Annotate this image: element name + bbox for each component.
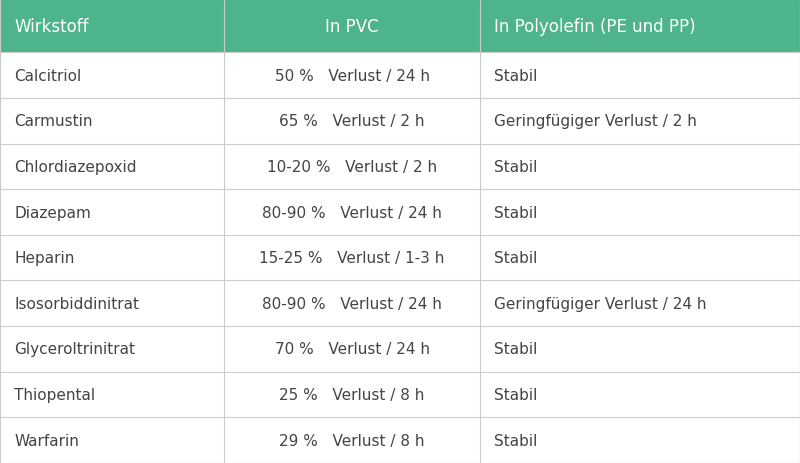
- Text: Stabil: Stabil: [494, 387, 538, 402]
- Text: Chlordiazepoxid: Chlordiazepoxid: [14, 160, 137, 175]
- Text: Geringfügiger Verlust / 24 h: Geringfügiger Verlust / 24 h: [494, 296, 707, 311]
- Bar: [480, 0, 800, 53]
- Bar: [0, 281, 224, 326]
- Bar: [224, 190, 480, 235]
- Bar: [0, 190, 224, 235]
- Text: Glyceroltrinitrat: Glyceroltrinitrat: [14, 342, 135, 357]
- Bar: [0, 418, 224, 463]
- Text: 50 %   Verlust / 24 h: 50 % Verlust / 24 h: [274, 69, 430, 83]
- Text: Stabil: Stabil: [494, 205, 538, 220]
- Text: 70 %   Verlust / 24 h: 70 % Verlust / 24 h: [274, 342, 430, 357]
- Text: Carmustin: Carmustin: [14, 114, 93, 129]
- Text: Stabil: Stabil: [494, 69, 538, 83]
- Text: In Polyolefin (PE und PP): In Polyolefin (PE und PP): [494, 18, 696, 36]
- Text: 80-90 %   Verlust / 24 h: 80-90 % Verlust / 24 h: [262, 296, 442, 311]
- Bar: [480, 190, 800, 235]
- Text: 29 %   Verlust / 8 h: 29 % Verlust / 8 h: [279, 433, 425, 448]
- Bar: [480, 418, 800, 463]
- Text: 10-20 %   Verlust / 2 h: 10-20 % Verlust / 2 h: [267, 160, 437, 175]
- Text: Warfarin: Warfarin: [14, 433, 79, 448]
- Bar: [0, 326, 224, 372]
- Text: 80-90 %   Verlust / 24 h: 80-90 % Verlust / 24 h: [262, 205, 442, 220]
- Text: Heparin: Heparin: [14, 250, 74, 266]
- Bar: [224, 144, 480, 190]
- Text: Isosorbiddinitrat: Isosorbiddinitrat: [14, 296, 139, 311]
- Bar: [224, 372, 480, 418]
- Bar: [224, 281, 480, 326]
- Bar: [480, 372, 800, 418]
- Bar: [0, 53, 224, 99]
- Bar: [480, 235, 800, 281]
- Bar: [0, 144, 224, 190]
- Text: 15-25 %   Verlust / 1-3 h: 15-25 % Verlust / 1-3 h: [259, 250, 445, 266]
- Bar: [224, 235, 480, 281]
- Text: Wirkstoff: Wirkstoff: [14, 18, 89, 36]
- Text: In PVC: In PVC: [325, 18, 379, 36]
- Bar: [480, 53, 800, 99]
- Bar: [0, 235, 224, 281]
- Text: Calcitriol: Calcitriol: [14, 69, 82, 83]
- Bar: [224, 326, 480, 372]
- Bar: [0, 99, 224, 144]
- Text: 65 %   Verlust / 2 h: 65 % Verlust / 2 h: [279, 114, 425, 129]
- Bar: [224, 0, 480, 53]
- Bar: [0, 0, 224, 53]
- Text: 25 %   Verlust / 8 h: 25 % Verlust / 8 h: [279, 387, 425, 402]
- Text: Geringfügiger Verlust / 2 h: Geringfügiger Verlust / 2 h: [494, 114, 698, 129]
- Bar: [480, 144, 800, 190]
- Bar: [480, 99, 800, 144]
- Bar: [224, 53, 480, 99]
- Text: Diazepam: Diazepam: [14, 205, 91, 220]
- Text: Stabil: Stabil: [494, 250, 538, 266]
- Bar: [224, 99, 480, 144]
- Text: Stabil: Stabil: [494, 342, 538, 357]
- Bar: [480, 326, 800, 372]
- Text: Stabil: Stabil: [494, 433, 538, 448]
- Text: Stabil: Stabil: [494, 160, 538, 175]
- Text: Thiopental: Thiopental: [14, 387, 95, 402]
- Bar: [224, 418, 480, 463]
- Bar: [480, 281, 800, 326]
- Bar: [0, 372, 224, 418]
